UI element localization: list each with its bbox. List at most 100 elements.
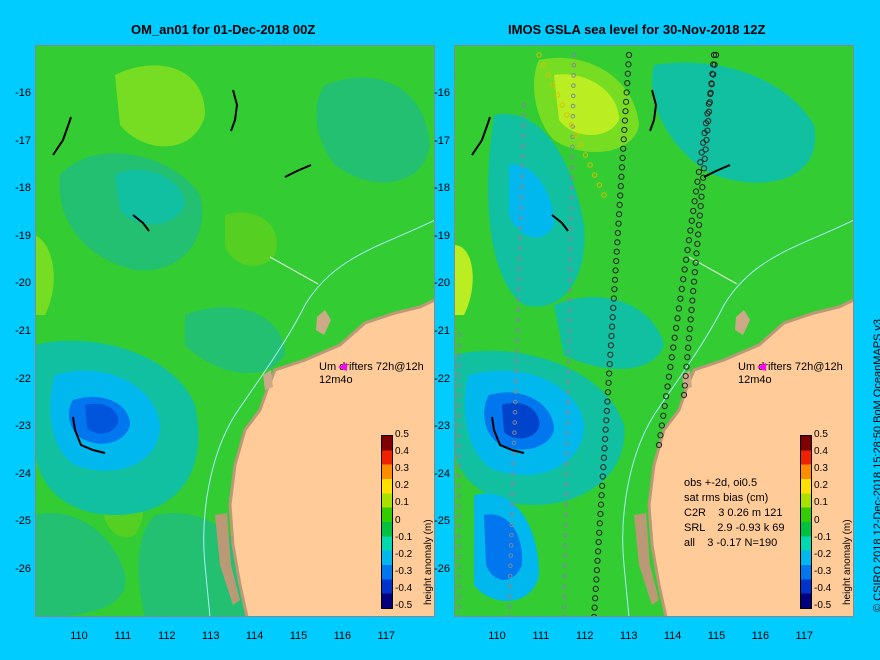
observation-point: [671, 334, 678, 341]
x-tick-label: 111: [114, 630, 132, 642]
observation-point: [518, 225, 523, 231]
observation-point: [664, 383, 671, 390]
colorbar-tick-label: -0.5: [395, 600, 413, 611]
observation-point: [508, 543, 514, 548]
observation-point: [578, 142, 584, 148]
observation-point: [625, 51, 633, 59]
y-tick-label: -21: [15, 325, 31, 337]
right-map-panel: Um drifters 72h@12h 12m4o: [454, 45, 854, 617]
observation-point: [511, 461, 516, 466]
observation-point: [456, 513, 462, 519]
observation-point: [564, 440, 570, 446]
observation-point: [507, 604, 512, 610]
observation-point: [607, 342, 615, 349]
observation-point: [515, 327, 520, 333]
observation-point: [519, 174, 525, 179]
y-tick-label: -18: [15, 182, 31, 195]
observation-point: [684, 354, 691, 361]
observation-point: [566, 318, 572, 323]
observation-point: [565, 410, 570, 415]
observation-point: [703, 136, 710, 144]
island: [316, 310, 331, 335]
observation-point: [606, 361, 613, 368]
observation-point: [657, 432, 664, 439]
observation-point: [570, 124, 576, 129]
observation-point: [605, 379, 612, 386]
observation-point: [456, 403, 462, 408]
observation-point: [684, 246, 691, 254]
colorbar-tick-label: 0: [395, 514, 401, 526]
x-tick-label: 114: [663, 630, 682, 642]
observation-point: [456, 362, 462, 368]
observation-point: [615, 211, 623, 218]
observation-point: [663, 393, 670, 400]
observation-point: [570, 103, 576, 109]
colorbar-tick-label: 0.2: [814, 480, 828, 492]
observation-point: [582, 152, 589, 158]
observation-point: [456, 413, 462, 418]
left-colorbar: [381, 435, 393, 609]
x-tick-label: 115: [707, 630, 726, 642]
observation-point: [606, 370, 613, 377]
observation-point: [517, 256, 522, 261]
trough-contour: [35, 513, 126, 617]
observation-point: [597, 510, 604, 518]
y-tick-label: -23: [434, 420, 450, 433]
y-tick-label: -22: [15, 372, 31, 385]
observation-point: [517, 235, 523, 241]
observation-point: [699, 184, 706, 191]
observation-point: [611, 286, 618, 293]
drifter-label: 12m4o: [738, 374, 772, 386]
y-tick-label: -17: [15, 134, 31, 147]
observation-point: [618, 173, 625, 180]
observation-point: [565, 420, 570, 426]
observation-point: [701, 155, 708, 162]
colorbar-tick-label: 0: [814, 514, 820, 526]
section-line: [269, 256, 319, 285]
observation-point: [566, 338, 572, 344]
observation-point: [705, 118, 712, 125]
observation-point: [571, 73, 576, 78]
observation-point: [682, 373, 689, 380]
observation-point: [568, 216, 574, 221]
observation-point: [562, 543, 568, 548]
observation-point: [683, 363, 690, 370]
observation-point: [513, 389, 518, 395]
observation-point: [690, 278, 698, 285]
observation-point: [456, 453, 462, 459]
observation-point: [518, 215, 523, 220]
observation-point: [702, 146, 709, 153]
observation-point: [592, 172, 598, 178]
observation-point: [691, 198, 698, 205]
right-colorbar: [800, 435, 812, 609]
observation-point: [571, 52, 577, 58]
y-tick-label: -24: [434, 467, 450, 480]
observation-point: [510, 471, 516, 476]
observation-point: [594, 557, 601, 564]
y-tick-label: -22: [434, 372, 450, 385]
observation-point: [562, 553, 568, 558]
observation-point: [456, 383, 462, 388]
observation-point: [568, 246, 573, 252]
island: [263, 370, 273, 390]
observation-point: [712, 51, 720, 59]
ridge-contour: [554, 74, 619, 135]
colorbar-tick-label: -0.4: [395, 582, 413, 594]
observation-point: [687, 316, 694, 323]
observation-point: [621, 126, 628, 134]
observation-point: [617, 192, 624, 199]
colorbar-tick-label: 0.5: [814, 429, 828, 440]
observation-point: [593, 576, 600, 583]
observation-point: [456, 503, 462, 509]
observation-point: [517, 246, 523, 251]
observation-point: [678, 285, 685, 293]
observation-point: [514, 358, 519, 364]
observation-point: [604, 398, 611, 405]
observation-point: [562, 573, 568, 579]
observation-point: [456, 393, 462, 398]
observation-point: [520, 143, 526, 149]
observation-point: [681, 266, 688, 273]
observation-point: [518, 205, 524, 210]
observation-point: [707, 89, 714, 96]
observation-point: [566, 359, 571, 364]
